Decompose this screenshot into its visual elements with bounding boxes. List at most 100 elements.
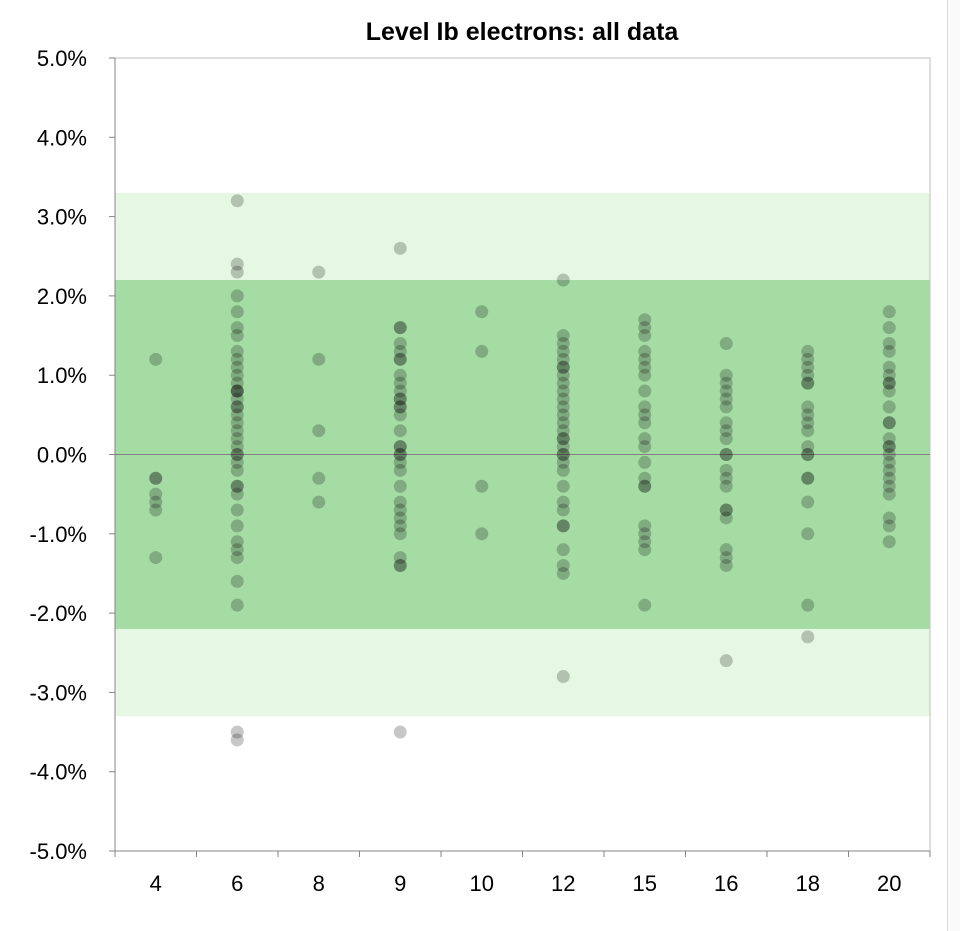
data-point (230, 392, 244, 406)
x-tick-label: 10 (470, 871, 494, 896)
data-point (556, 463, 570, 477)
data-point (393, 368, 407, 382)
y-tick-label: 3.0% (37, 205, 87, 230)
data-point (393, 352, 407, 366)
data-point (393, 725, 407, 739)
y-tick-label: -4.0% (30, 760, 87, 785)
data-point (556, 503, 570, 517)
data-point (638, 527, 652, 541)
data-point (230, 455, 244, 469)
data-point (801, 598, 815, 612)
data-point (556, 670, 570, 684)
data-point (393, 336, 407, 350)
data-point (393, 352, 407, 366)
data-point (801, 352, 815, 366)
y-tick-label: -2.0% (30, 601, 87, 626)
data-point (149, 487, 163, 501)
y-tick-label: -3.0% (30, 680, 87, 705)
data-point (556, 360, 570, 374)
data-point (719, 416, 733, 430)
data-point (393, 392, 407, 406)
data-point (638, 344, 652, 358)
data-point (882, 471, 896, 485)
data-point (230, 479, 244, 493)
data-point (230, 424, 244, 438)
data-point (475, 344, 489, 358)
data-point (312, 424, 326, 438)
data-point (801, 408, 815, 422)
data-point (801, 527, 815, 541)
y-tick-label: 0.0% (37, 443, 87, 468)
data-point (393, 511, 407, 525)
data-point (393, 440, 407, 454)
data-point (556, 432, 570, 446)
data-point (882, 305, 896, 319)
data-point (719, 384, 733, 398)
data-point (230, 194, 244, 208)
data-point (801, 495, 815, 509)
data-point (638, 432, 652, 446)
data-point (719, 392, 733, 406)
data-point (556, 360, 570, 374)
data-point (882, 416, 896, 430)
data-point (719, 543, 733, 557)
data-point (801, 376, 815, 390)
data-point (556, 432, 570, 446)
data-point (638, 384, 652, 398)
data-point (230, 535, 244, 549)
data-point (475, 305, 489, 319)
data-point (230, 384, 244, 398)
data-point (882, 344, 896, 358)
data-point (230, 344, 244, 358)
data-point (230, 384, 244, 398)
data-point (149, 352, 163, 366)
data-point (230, 368, 244, 382)
data-point (149, 471, 163, 485)
data-point (638, 400, 652, 414)
data-point (393, 503, 407, 517)
data-point (801, 448, 815, 461)
data-point (638, 598, 652, 612)
data-point (556, 495, 570, 509)
data-point (801, 368, 815, 382)
window-edge (947, 0, 960, 931)
data-point (230, 479, 244, 493)
plot-area: 5.0% 4.0% 3.0% 2.0% 1.0% 0.0% -1.0% -2.0% -3.0% -… (30, 46, 931, 896)
data-point (882, 321, 896, 335)
data-point (556, 384, 570, 398)
data-point (393, 376, 407, 390)
data-point (556, 400, 570, 414)
data-point (638, 543, 652, 557)
data-point (638, 471, 652, 485)
data-point (393, 392, 407, 406)
data-point (475, 479, 489, 493)
data-point (719, 448, 733, 461)
data-point (230, 257, 244, 271)
data-point (312, 265, 326, 279)
data-point (801, 471, 815, 485)
data-point (882, 376, 896, 390)
data-point (638, 519, 652, 533)
data-point (719, 376, 733, 390)
data-point (230, 487, 244, 501)
data-point (556, 519, 570, 533)
data-point (393, 551, 407, 565)
data-point (393, 400, 407, 414)
data-point (393, 424, 407, 438)
data-point (393, 321, 407, 335)
data-point (556, 455, 570, 469)
data-point (882, 455, 896, 469)
data-point (882, 440, 896, 454)
data-point (556, 448, 570, 461)
data-point (801, 416, 815, 430)
data-point (719, 503, 733, 517)
data-point (393, 559, 407, 573)
data-point (882, 487, 896, 501)
chart-title: Level Ib electrons: all data (366, 18, 680, 46)
data-point (230, 305, 244, 319)
data-point (556, 479, 570, 493)
x-tick-label: 6 (231, 871, 243, 896)
x-tick-label: 18 (796, 871, 820, 896)
data-point (230, 448, 244, 461)
